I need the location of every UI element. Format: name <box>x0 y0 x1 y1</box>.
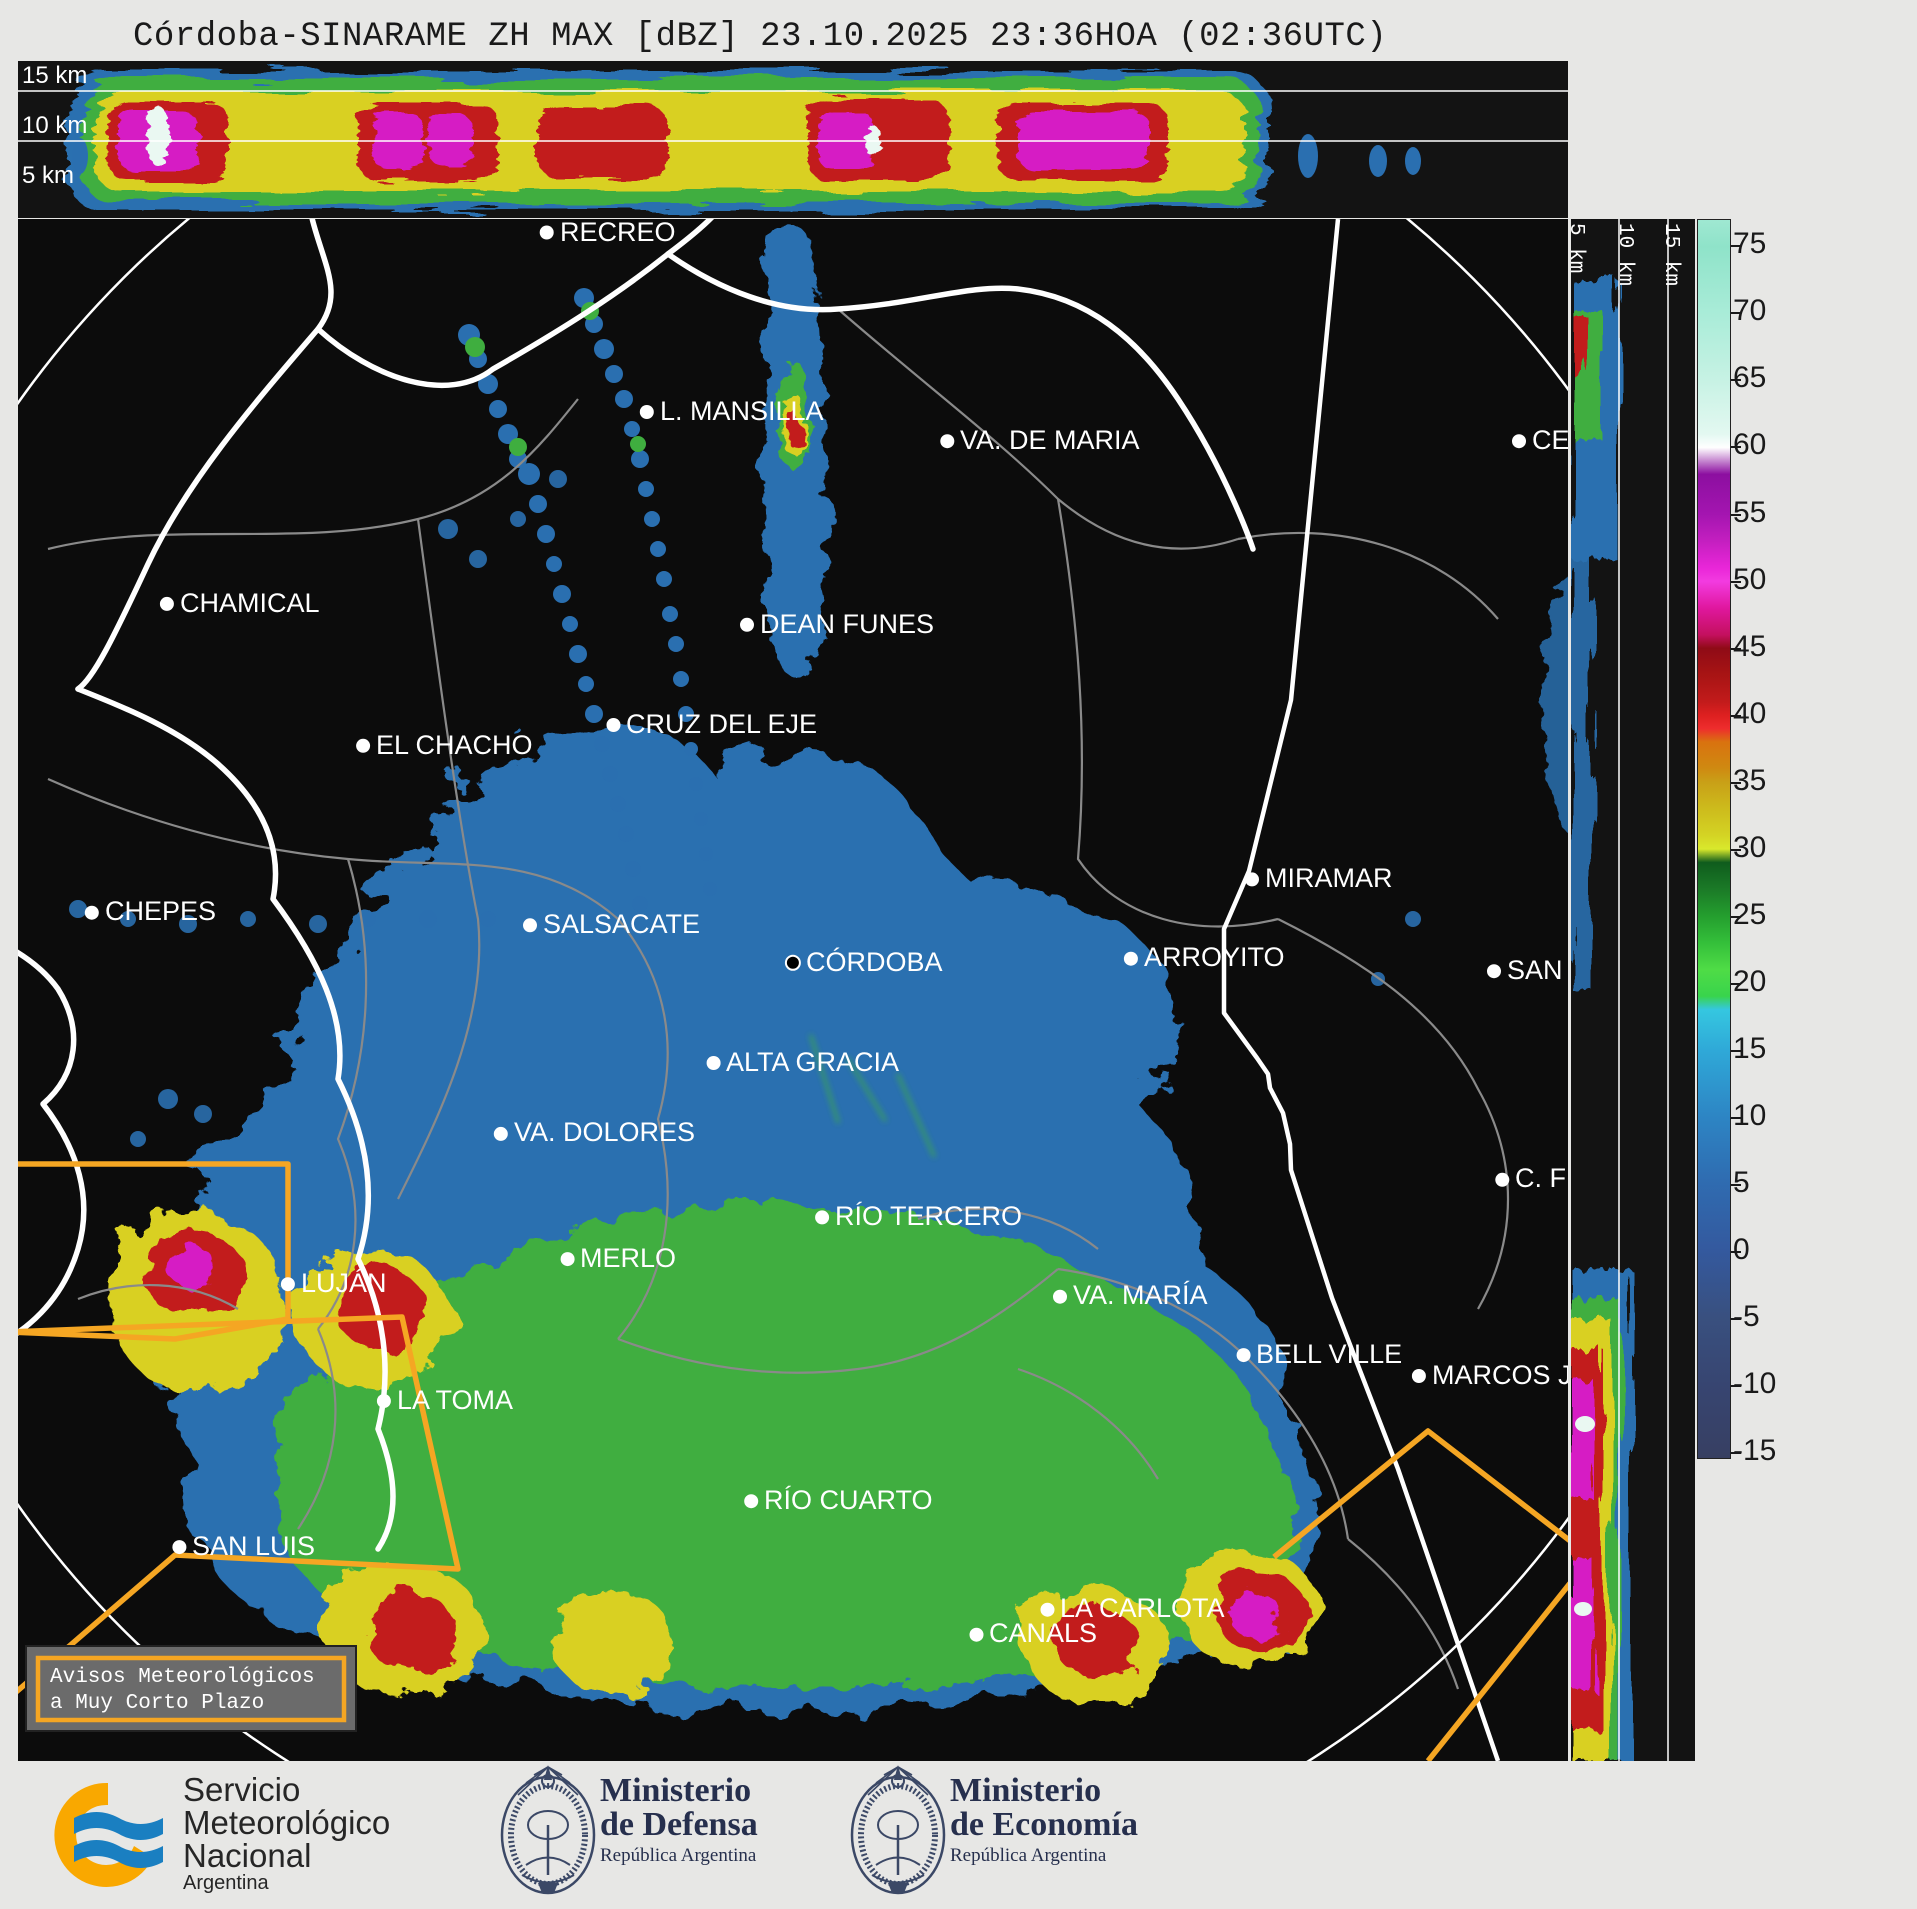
svg-text:C. F: C. F <box>1515 1163 1566 1193</box>
svg-text:5 km: 5 km <box>22 162 74 189</box>
svg-text:CERES: CERES <box>1532 425 1568 455</box>
svg-text:Avisos Meteorológicos: Avisos Meteorológicos <box>50 1666 315 1689</box>
svg-text:República Argentina: República Argentina <box>600 1845 757 1866</box>
svg-text:RÍO TERCERO: RÍO TERCERO <box>835 1201 1022 1231</box>
svg-text:CÓRDOBA: CÓRDOBA <box>806 946 943 977</box>
svg-text:LUJÁN: LUJÁN <box>301 1268 387 1298</box>
svg-text:ALTA GRACIA: ALTA GRACIA <box>726 1047 899 1077</box>
svg-text:República Argentina: República Argentina <box>950 1845 1107 1866</box>
svg-text:SALSACATE: SALSACATE <box>543 909 700 939</box>
svg-text:CHAMICAL: CHAMICAL <box>180 588 320 618</box>
svg-text:CANALS: CANALS <box>989 1618 1097 1648</box>
svg-text:LA TOMA: LA TOMA <box>397 1385 513 1415</box>
svg-text:RECREO: RECREO <box>560 219 676 247</box>
svg-text:Ministerio: Ministerio <box>950 1772 1101 1809</box>
svg-text:VA. DOLORES: VA. DOLORES <box>514 1117 695 1147</box>
svg-text:DEAN FUNES: DEAN FUNES <box>760 609 934 639</box>
svg-text:EL CHACHO: EL CHACHO <box>376 730 533 760</box>
svg-text:L. MANSILLA: L. MANSILLA <box>660 396 824 426</box>
svg-text:de Defensa: de Defensa <box>600 1806 758 1843</box>
svg-text:Meteorológico: Meteorológico <box>183 1804 390 1841</box>
svg-text:VA. DE MARIA: VA. DE MARIA <box>960 425 1140 455</box>
svg-text:MERLO: MERLO <box>580 1243 676 1273</box>
svg-text:SAN FRAN: SAN FRAN <box>1507 955 1568 985</box>
svg-text:SAN LUIS: SAN LUIS <box>192 1531 315 1561</box>
svg-text:MARCOS JU: MARCOS JU <box>1432 1360 1568 1390</box>
svg-text:CHEPES: CHEPES <box>105 896 216 926</box>
svg-text:CRUZ DEL EJE: CRUZ DEL EJE <box>626 709 817 739</box>
svg-text:Argentina: Argentina <box>183 1872 269 1894</box>
svg-text:Nacional: Nacional <box>183 1837 311 1874</box>
svg-text:de Economía: de Economía <box>950 1806 1138 1843</box>
svg-text:Servicio: Servicio <box>183 1771 300 1808</box>
svg-text:BELL VILLE: BELL VILLE <box>1256 1339 1402 1369</box>
svg-text:15 km: 15 km <box>22 62 87 89</box>
svg-text:10 km: 10 km <box>22 112 87 139</box>
svg-text:RÍO CUARTO: RÍO CUARTO <box>764 1485 933 1515</box>
svg-text:a Muy Corto Plazo: a Muy Corto Plazo <box>50 1692 264 1715</box>
svg-text:ARROYITO: ARROYITO <box>1144 942 1285 972</box>
svg-text:Ministerio: Ministerio <box>600 1772 751 1809</box>
svg-text:VA. MARÍA: VA. MARÍA <box>1073 1280 1208 1310</box>
svg-text:MIRAMAR: MIRAMAR <box>1265 863 1393 893</box>
